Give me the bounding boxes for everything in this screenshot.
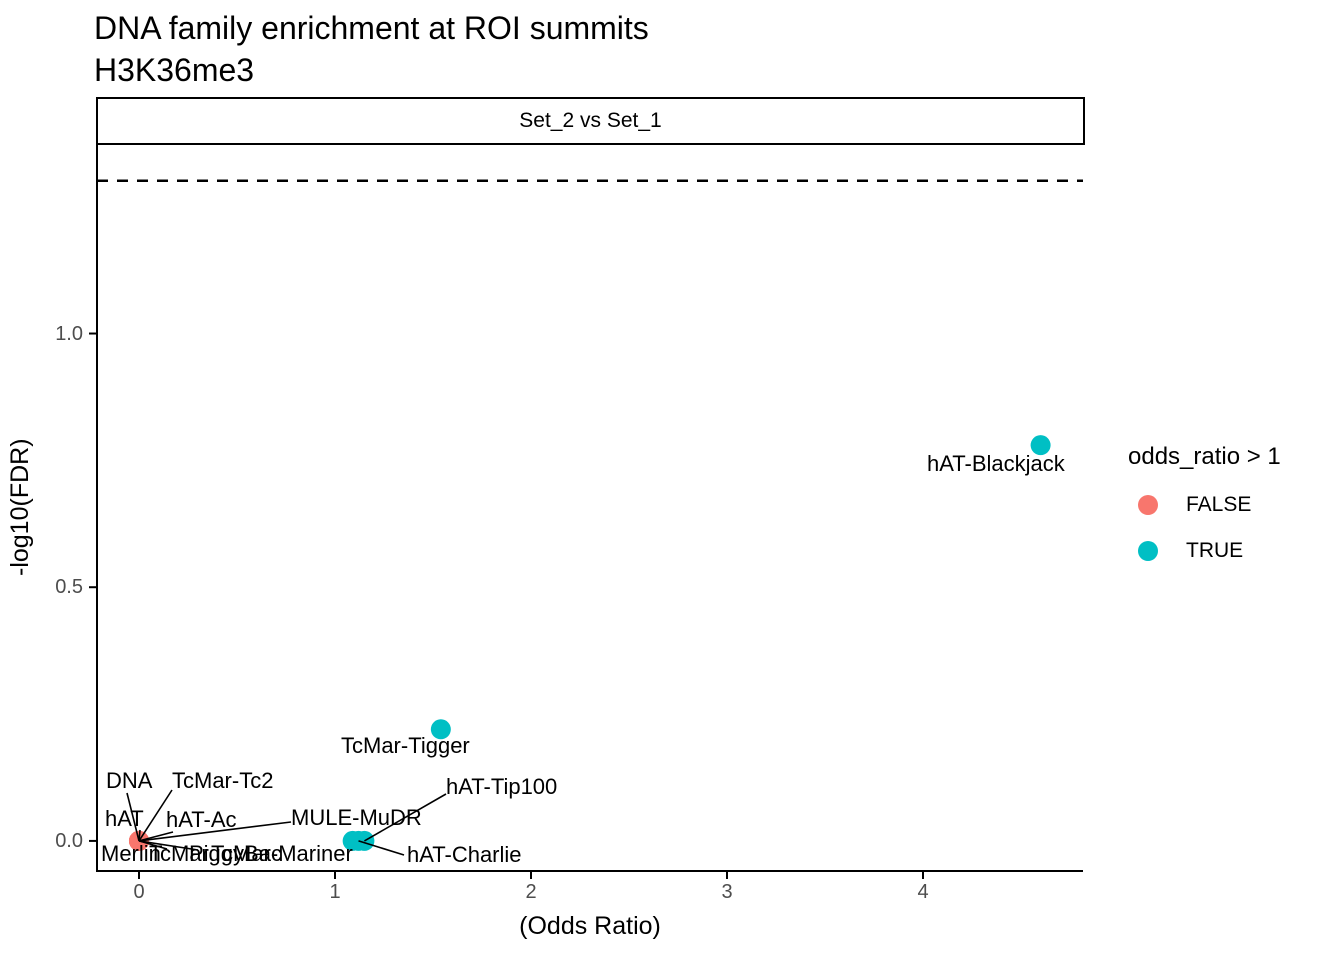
x-axis-title: (Odds Ratio)	[519, 912, 661, 940]
leader-line	[358, 840, 405, 856]
y-tick-label: 0.5	[55, 576, 83, 599]
point-label: TcMar-Tc2	[172, 768, 274, 793]
legend-item-label: TRUE	[1186, 539, 1244, 562]
y-tick-label: 1.0	[55, 322, 83, 345]
point-label: hAT-Tip100	[446, 774, 558, 799]
legend-item: TRUE	[1128, 539, 1281, 562]
legend: odds_ratio > 1 FALSE TRUE	[1128, 443, 1281, 587]
legend-color-dot	[1138, 541, 1158, 561]
y-tick-label: 0.0	[55, 829, 83, 852]
legend-items: FALSE TRUE	[1128, 493, 1281, 562]
chart-subtitle: H3K36me3	[94, 52, 255, 88]
x-tick-label: 1	[329, 881, 341, 903]
facet-strip: Set_2 vs Set_1	[96, 97, 1085, 145]
legend-title: odds_ratio > 1	[1128, 443, 1281, 470]
x-tick-label: 0	[133, 881, 145, 903]
point-label: hAT-Blackjack	[927, 451, 1065, 476]
x-tick-label: 2	[525, 881, 537, 903]
leader-line	[138, 829, 141, 841]
point-label: TcMar-Mariner	[211, 841, 353, 866]
point-label: TcMar-Tigger	[341, 733, 470, 758]
legend-item-label: FALSE	[1186, 493, 1252, 516]
point-label: MULE-MuDR	[291, 805, 422, 830]
chart-title: DNA family enrichment at ROI summits	[94, 10, 649, 46]
point-label: hAT-Charlie	[407, 842, 522, 867]
leader-line	[138, 821, 292, 842]
leader-line	[138, 840, 199, 851]
facet-label: Set_2 vs Set_1	[519, 109, 662, 132]
x-tick-label: 4	[917, 881, 929, 903]
point-label: TcMar	[149, 841, 209, 866]
data-point	[430, 719, 451, 740]
point-label: hAT	[105, 806, 144, 831]
point-label: hAT-Ac	[166, 807, 237, 832]
leader-line	[126, 792, 140, 842]
leader-line	[138, 789, 173, 842]
point-label: PiggyBac	[189, 841, 282, 866]
y-axis-title: -log10(FDR)	[6, 438, 34, 576]
point-label: DNA	[106, 768, 153, 793]
legend-color-dot	[1138, 495, 1158, 515]
point-label: Merlin	[101, 841, 161, 866]
x-tick-label: 3	[721, 881, 733, 903]
legend-item: FALSE	[1128, 493, 1281, 516]
data-point	[1030, 435, 1051, 456]
leader-line	[364, 793, 447, 842]
